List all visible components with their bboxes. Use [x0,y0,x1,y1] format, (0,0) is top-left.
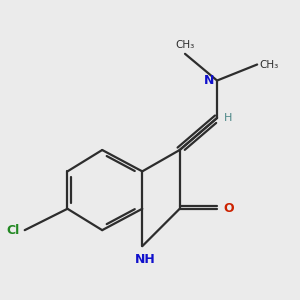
Text: CH₃: CH₃ [176,40,195,50]
Text: NH: NH [135,253,155,266]
Text: H: H [224,113,232,123]
Text: O: O [224,202,234,215]
Text: N: N [204,74,214,87]
Text: Cl: Cl [6,224,20,237]
Text: CH₃: CH₃ [260,59,279,70]
